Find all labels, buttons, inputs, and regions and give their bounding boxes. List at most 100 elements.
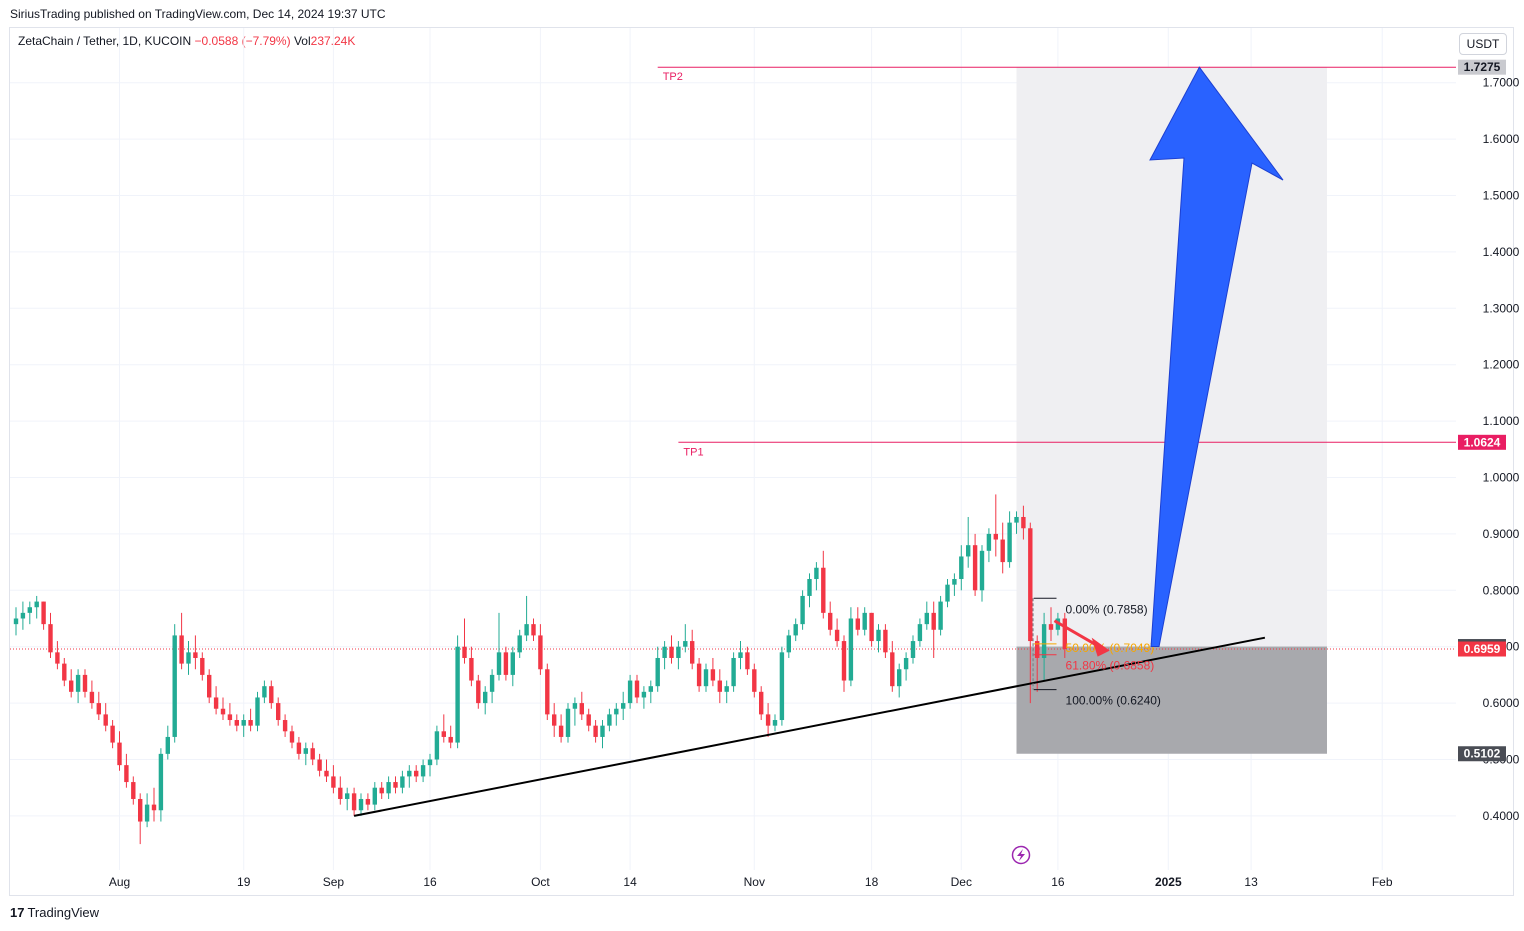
candle — [979, 545, 985, 602]
time-axis-label: Feb — [1372, 875, 1393, 889]
candle-body — [1021, 516, 1026, 529]
support-trendline[interactable] — [353, 636, 1266, 817]
candle-body — [255, 697, 260, 726]
candle-body — [193, 652, 198, 658]
lightning-icon[interactable] — [1011, 845, 1031, 865]
candle — [759, 686, 764, 721]
price-axis-label: 1.5000 — [1483, 189, 1520, 203]
candle-body — [1014, 516, 1019, 523]
candle — [351, 787, 357, 816]
tradingview-logo-text: TradingView — [27, 905, 100, 920]
candle-body — [414, 770, 419, 777]
price-axis-label: 1.4000 — [1483, 245, 1520, 259]
candle — [517, 629, 522, 658]
candle-body — [690, 641, 695, 664]
candle — [427, 753, 433, 777]
candle-body — [938, 601, 943, 630]
price-axis-label: 1.0000 — [1483, 471, 1520, 485]
candle — [772, 714, 778, 732]
candle — [690, 629, 695, 670]
candle — [959, 545, 964, 591]
candle — [448, 725, 453, 749]
candle-body — [669, 646, 674, 658]
candle — [441, 714, 446, 743]
candle — [800, 590, 805, 630]
candle — [220, 697, 226, 721]
candle — [69, 669, 74, 698]
candle — [200, 652, 205, 681]
candle — [683, 624, 688, 653]
price-axis-label: 1.3000 — [1483, 301, 1520, 315]
candle-body — [966, 545, 971, 557]
candle-body — [607, 714, 612, 726]
candle-body — [717, 680, 722, 692]
candle-body — [1048, 624, 1054, 630]
candle — [103, 703, 108, 732]
candle-body — [655, 657, 660, 687]
candle-body — [462, 646, 467, 658]
candle — [255, 691, 260, 732]
candle-body — [600, 725, 605, 737]
candle-body — [779, 652, 785, 721]
candle-body — [338, 787, 343, 799]
candle-body — [876, 629, 881, 642]
candle — [621, 691, 626, 721]
candle-body — [82, 674, 88, 692]
candle — [510, 646, 515, 687]
candle-body — [386, 782, 391, 794]
blue-target-arrow[interactable] — [1149, 66, 1284, 648]
candle — [765, 703, 771, 737]
candle-body — [55, 652, 60, 664]
candle — [641, 686, 647, 709]
candle — [289, 725, 295, 749]
candle-body — [138, 798, 143, 822]
candle — [703, 663, 709, 692]
candle — [552, 703, 557, 737]
candle — [828, 601, 833, 636]
candle-body — [186, 652, 191, 664]
candle-body — [724, 686, 729, 692]
candle — [855, 607, 860, 636]
candle — [903, 652, 909, 681]
candle — [876, 624, 881, 653]
candle-body — [786, 635, 791, 653]
candle-body — [959, 556, 964, 580]
candle — [579, 691, 584, 721]
candle-body — [379, 787, 384, 794]
candle — [489, 669, 495, 704]
candle — [455, 635, 460, 749]
candle-body — [89, 691, 95, 704]
price-axis-label: 0.8000 — [1483, 583, 1520, 597]
candle-body — [586, 714, 591, 726]
price-tag: 0.5102 — [1458, 746, 1506, 762]
candle-body — [772, 720, 778, 726]
candle-body — [117, 742, 122, 766]
candle — [158, 748, 164, 822]
time-axis-label: 19 — [237, 875, 251, 889]
candle — [358, 793, 364, 816]
candle-body — [1000, 539, 1005, 563]
candle — [952, 573, 957, 596]
red-arrow[interactable] — [1053, 619, 1110, 657]
candle-body — [179, 635, 184, 664]
candle — [538, 624, 543, 675]
candle-body — [262, 686, 267, 698]
candle-body — [427, 759, 433, 766]
tradingview-logo[interactable]: 17 TradingView — [10, 905, 99, 920]
candle — [565, 703, 571, 743]
candle-body — [476, 680, 481, 704]
candle — [213, 686, 219, 715]
candle — [75, 669, 81, 704]
price-axis-label: 0.6000 — [1483, 696, 1520, 710]
stop-zone[interactable] — [1016, 646, 1328, 754]
currency-button[interactable]: USDT — [1459, 33, 1507, 55]
publisher-line: SiriusTrading published on TradingView.c… — [10, 7, 386, 21]
candle-body — [814, 567, 819, 580]
candle — [600, 720, 605, 749]
symbol-name[interactable]: ZetaChain / Tether, 1D, KUCOIN — [18, 34, 192, 48]
target-label-tp1: TP1 — [683, 446, 703, 458]
candle — [696, 657, 702, 692]
candle — [634, 674, 640, 704]
candle-body — [662, 646, 667, 658]
